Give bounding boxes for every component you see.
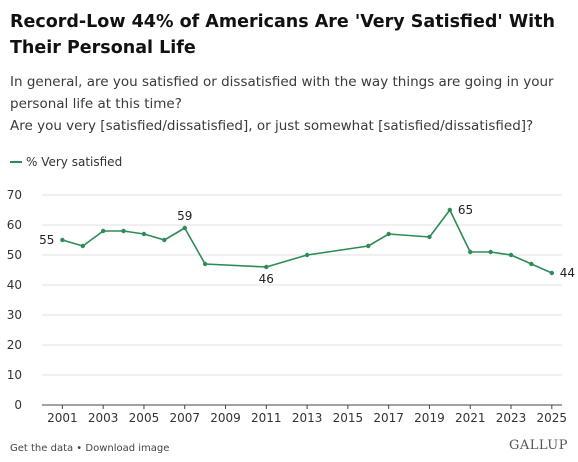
x-tick-label: 2015 [333,411,364,425]
data-point [427,234,432,240]
gallup-logo: GALLUP [508,438,568,453]
y-tick-label: 10 [7,368,22,382]
y-tick-label: 60 [7,218,22,232]
data-point [80,243,85,249]
x-tick-label: 2019 [414,411,445,425]
footer-links: Get the data • Download image [10,443,169,454]
y-tick-label: 50 [7,248,22,262]
grid-lines [42,194,562,406]
x-tick-label: 2011 [251,411,282,425]
chart-legend: % Very satisfied [10,155,122,169]
data-label: 55 [39,233,54,247]
x-tick-label: 2007 [169,411,200,425]
chart-title: Record-Low 44% of Americans Are 'Very Sa… [10,12,555,58]
y-axis-tick-labels: 0 10 20 30 40 50 60 70 [7,188,22,412]
data-label: 59 [177,209,192,223]
data-point [264,264,269,270]
data-point [468,249,473,255]
question-line-2: Are you very [satisfied/dissatisfied], o… [10,118,534,134]
x-tick-label: 2003 [88,411,119,425]
data-point [162,237,167,243]
data-label: 44 [560,266,575,280]
data-point [549,270,555,276]
x-tick-label: 2005 [129,411,160,425]
x-tick-label: 2023 [496,411,527,425]
data-point [121,228,126,234]
footer-separator: • [73,443,86,454]
data-point [508,252,514,258]
x-tick-label: 2009 [210,411,241,425]
data-point [202,261,208,267]
data-point [100,228,106,234]
legend-label: % Very satisfied [26,155,123,169]
data-point [60,237,65,243]
y-tick-label: 30 [7,308,22,322]
y-tick-label: 70 [7,188,22,202]
data-label: 65 [458,203,473,217]
data-point [141,231,147,237]
data-point [304,252,310,258]
series-line [62,209,553,274]
question-line-1: In general, are you satisfied or dissati… [10,74,554,112]
x-axis-tick-labels: 2001 2003 2005 2007 2009 2011 2013 2015 2017 2019… [47,405,567,425]
x-tick-label: 2001 [47,411,78,425]
y-tick-label: 0 [14,398,22,412]
download-image-link[interactable]: Download image [85,443,170,454]
x-tick-label: 2017 [373,411,404,425]
get-data-link[interactable]: Get the data [10,443,74,454]
data-labels: 55 59 46 65 44 [39,203,575,286]
data-point [386,231,391,237]
data-label: 46 [259,272,274,286]
data-point [488,249,493,255]
x-tick-label: 2025 [537,411,568,425]
data-point [182,225,187,231]
x-tick-label: 2013 [292,411,323,425]
survey-question: In general, are you satisfied or dissati… [10,71,570,137]
series-layer [60,207,555,276]
data-point [529,261,534,267]
x-tick-label: 2021 [455,411,486,425]
legend-line-swatch [10,161,22,163]
data-point [366,243,371,249]
line-chart: 0 10 20 30 40 50 60 70 2001 2003 2005 2007 2009 2011… [7,188,575,425]
data-point [447,207,453,213]
y-tick-label: 40 [7,278,22,292]
y-tick-label: 20 [7,338,22,352]
